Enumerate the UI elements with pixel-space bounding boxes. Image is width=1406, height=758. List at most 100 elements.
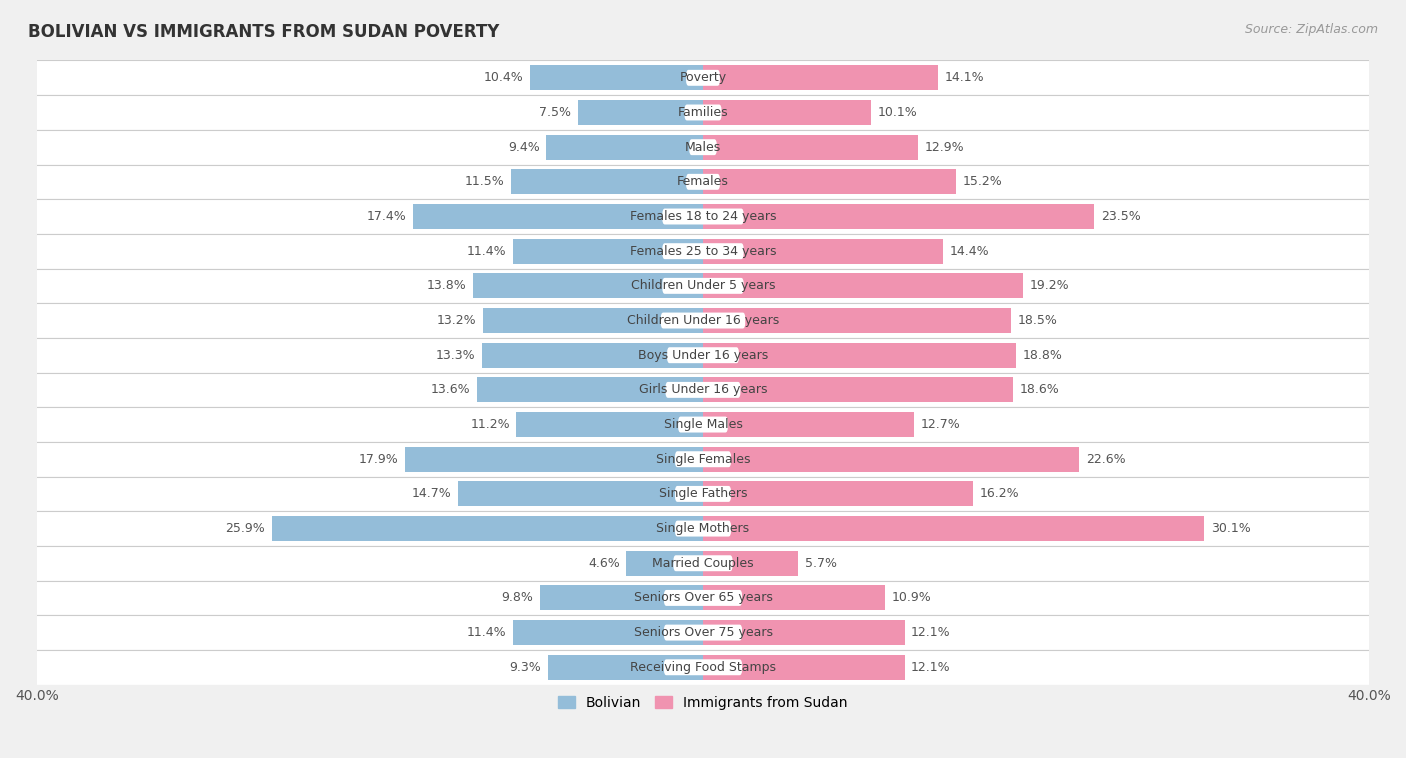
Bar (481, 343, 703, 368)
Bar (4, 615, 1402, 650)
Text: Females 25 to 34 years: Females 25 to 34 years (630, 245, 776, 258)
Text: BOLIVIAN VS IMMIGRANTS FROM SUDAN POVERTY: BOLIVIAN VS IMMIGRANTS FROM SUDAN POVERT… (28, 23, 499, 41)
Bar (4, 407, 1402, 442)
Bar (547, 135, 703, 160)
Text: Single Mothers: Single Mothers (657, 522, 749, 535)
Bar (703, 308, 1011, 333)
Text: 7.5%: 7.5% (540, 106, 571, 119)
FancyBboxPatch shape (662, 243, 744, 259)
Text: Single Females: Single Females (655, 453, 751, 465)
Text: 14.4%: 14.4% (949, 245, 988, 258)
Text: 11.5%: 11.5% (465, 175, 505, 188)
Text: 14.7%: 14.7% (412, 487, 451, 500)
Bar (703, 481, 973, 506)
Text: Females: Females (678, 175, 728, 188)
Bar (703, 100, 872, 125)
Text: 18.8%: 18.8% (1022, 349, 1063, 362)
Bar (548, 655, 703, 680)
Bar (4, 234, 1402, 268)
FancyBboxPatch shape (689, 139, 717, 155)
Bar (578, 100, 703, 125)
FancyBboxPatch shape (686, 70, 720, 86)
Text: 10.4%: 10.4% (484, 71, 523, 84)
Bar (458, 481, 703, 506)
Bar (703, 169, 956, 194)
Text: 18.5%: 18.5% (1018, 314, 1057, 327)
Bar (271, 516, 703, 541)
Bar (4, 581, 1402, 615)
Bar (703, 239, 943, 264)
Text: 12.1%: 12.1% (911, 661, 950, 674)
Bar (4, 511, 1402, 546)
Text: 14.1%: 14.1% (945, 71, 984, 84)
FancyBboxPatch shape (664, 590, 742, 606)
Bar (516, 412, 703, 437)
Bar (4, 338, 1402, 372)
Text: 17.4%: 17.4% (367, 210, 406, 223)
FancyBboxPatch shape (662, 278, 744, 294)
Text: 11.2%: 11.2% (470, 418, 510, 431)
FancyBboxPatch shape (661, 312, 745, 328)
FancyBboxPatch shape (665, 382, 741, 398)
Text: Source: ZipAtlas.com: Source: ZipAtlas.com (1244, 23, 1378, 36)
Bar (513, 620, 703, 645)
Text: 12.1%: 12.1% (911, 626, 950, 639)
Text: 4.6%: 4.6% (588, 556, 620, 570)
Bar (4, 130, 1402, 164)
Text: Females 18 to 24 years: Females 18 to 24 years (630, 210, 776, 223)
Bar (703, 551, 799, 576)
Bar (512, 169, 703, 194)
Text: 18.6%: 18.6% (1019, 384, 1059, 396)
Bar (703, 204, 1094, 229)
FancyBboxPatch shape (673, 556, 733, 572)
Text: Children Under 16 years: Children Under 16 years (627, 314, 779, 327)
Text: 10.9%: 10.9% (891, 591, 931, 604)
FancyBboxPatch shape (664, 659, 742, 675)
Text: 19.2%: 19.2% (1029, 280, 1069, 293)
Text: Single Males: Single Males (664, 418, 742, 431)
Bar (4, 96, 1402, 130)
FancyBboxPatch shape (664, 625, 742, 641)
Bar (405, 446, 703, 471)
Bar (513, 239, 703, 264)
FancyBboxPatch shape (678, 417, 728, 433)
Text: 12.9%: 12.9% (925, 141, 965, 154)
Text: Girls Under 16 years: Girls Under 16 years (638, 384, 768, 396)
Bar (703, 585, 884, 610)
Text: Married Couples: Married Couples (652, 556, 754, 570)
Text: 30.1%: 30.1% (1211, 522, 1251, 535)
Text: 23.5%: 23.5% (1101, 210, 1140, 223)
Bar (4, 199, 1402, 234)
Bar (4, 477, 1402, 511)
Text: 9.3%: 9.3% (510, 661, 541, 674)
Bar (703, 377, 1012, 402)
Bar (703, 516, 1205, 541)
FancyBboxPatch shape (675, 521, 731, 537)
Text: Poverty: Poverty (679, 71, 727, 84)
Text: 13.3%: 13.3% (436, 349, 475, 362)
Bar (484, 308, 703, 333)
Text: 9.8%: 9.8% (502, 591, 533, 604)
Bar (703, 65, 938, 90)
FancyBboxPatch shape (675, 451, 731, 467)
Text: Receiving Food Stamps: Receiving Food Stamps (630, 661, 776, 674)
Text: 15.2%: 15.2% (963, 175, 1002, 188)
Text: Boys Under 16 years: Boys Under 16 years (638, 349, 768, 362)
Text: 13.6%: 13.6% (430, 384, 470, 396)
Bar (4, 650, 1402, 684)
Text: Children Under 5 years: Children Under 5 years (631, 280, 775, 293)
Bar (4, 372, 1402, 407)
Bar (4, 303, 1402, 338)
Bar (477, 377, 703, 402)
Text: 25.9%: 25.9% (225, 522, 264, 535)
Legend: Bolivian, Immigrants from Sudan: Bolivian, Immigrants from Sudan (553, 690, 853, 715)
Text: 17.9%: 17.9% (359, 453, 398, 465)
FancyBboxPatch shape (666, 347, 740, 363)
Text: 9.4%: 9.4% (508, 141, 540, 154)
Bar (703, 343, 1017, 368)
Bar (530, 65, 703, 90)
Text: 13.2%: 13.2% (437, 314, 477, 327)
Text: Single Fathers: Single Fathers (659, 487, 747, 500)
Bar (703, 274, 1022, 299)
Text: Families: Families (678, 106, 728, 119)
